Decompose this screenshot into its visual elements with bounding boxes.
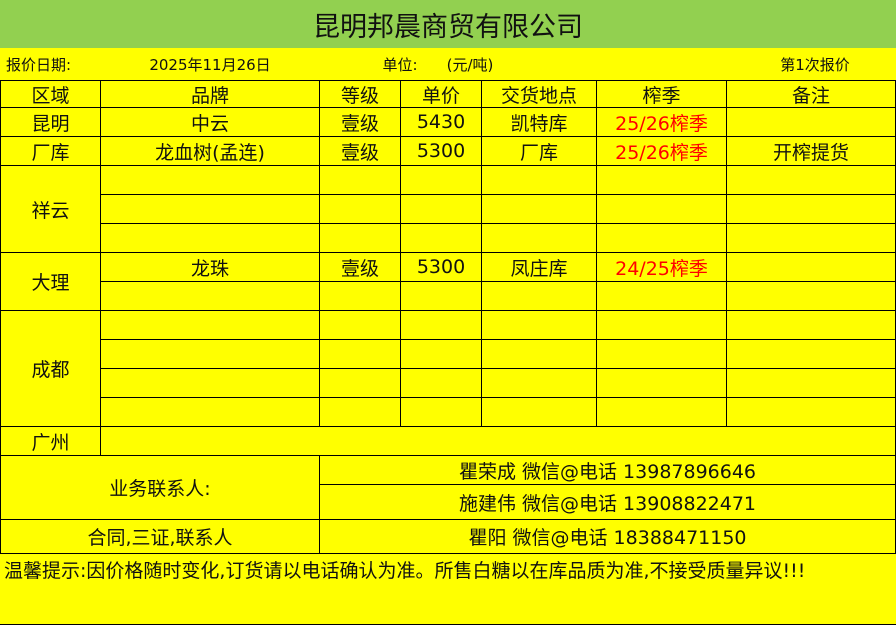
contact-person[interactable]: 瞿荣成 微信@电话 13987896646: [320, 456, 896, 485]
season-cell[interactable]: 25/26榨季: [597, 108, 727, 137]
empty-cell[interactable]: [320, 166, 401, 195]
grade-cell[interactable]: 壹级: [320, 253, 401, 282]
empty-cell[interactable]: [101, 311, 320, 340]
season-cell[interactable]: 25/26榨季: [597, 137, 727, 166]
empty-cell[interactable]: [320, 369, 401, 398]
season-cell[interactable]: 24/25榨季: [597, 253, 727, 282]
empty-cell[interactable]: [482, 224, 597, 253]
company-title: 昆明邦晨商贸有限公司: [0, 0, 896, 48]
empty-cell[interactable]: [597, 282, 727, 311]
header-region[interactable]: 区域: [0, 80, 101, 108]
price-cell[interactable]: 5300: [401, 137, 482, 166]
empty-cell[interactable]: [482, 340, 597, 369]
unit-value: (元/吨): [446, 55, 494, 74]
empty-cell[interactable]: [727, 195, 896, 224]
empty-cell[interactable]: [597, 311, 727, 340]
empty-cell[interactable]: [597, 166, 727, 195]
header-cell[interactable]: 交货地点: [482, 80, 597, 108]
empty-cell[interactable]: [401, 340, 482, 369]
quote-number: 第1次报价: [780, 55, 850, 74]
empty-cell[interactable]: [597, 224, 727, 253]
empty-cell[interactable]: [101, 166, 320, 195]
empty-cell[interactable]: [597, 398, 727, 427]
header-cell[interactable]: 备注: [727, 80, 896, 108]
empty-cell[interactable]: [401, 369, 482, 398]
empty-cell[interactable]: [727, 340, 896, 369]
empty-cell[interactable]: [482, 369, 597, 398]
brand-cell[interactable]: 龙血树(孟连): [101, 137, 320, 166]
region-kunming[interactable]: 昆明: [0, 108, 101, 137]
note-cell[interactable]: [727, 253, 896, 282]
empty-cell[interactable]: [101, 195, 320, 224]
contact-person[interactable]: 施建伟 微信@电话 13908822471: [320, 485, 896, 520]
region-chengdu[interactable]: 成都: [0, 311, 101, 427]
contacts-label: 业务联系人:: [0, 456, 320, 520]
empty-cell[interactable]: [482, 311, 597, 340]
header-cell[interactable]: 榨季: [597, 80, 727, 108]
empty-cell[interactable]: [101, 224, 320, 253]
empty-cell[interactable]: [482, 398, 597, 427]
empty-cell[interactable]: [482, 195, 597, 224]
empty-cell[interactable]: [401, 224, 482, 253]
region-factory[interactable]: 厂库: [0, 137, 101, 166]
location-cell[interactable]: 凯特库: [482, 108, 597, 137]
quote-date: 2025年11月26日: [149, 55, 271, 74]
brand-cell[interactable]: 中云: [101, 108, 320, 137]
price-cell[interactable]: 5300: [401, 253, 482, 282]
empty-cell[interactable]: [727, 224, 896, 253]
note-cell[interactable]: [727, 108, 896, 137]
grade-cell[interactable]: 壹级: [320, 137, 401, 166]
header-cell[interactable]: 单价: [401, 80, 482, 108]
grade-cell[interactable]: 壹级: [320, 108, 401, 137]
empty-cell[interactable]: [320, 340, 401, 369]
empty-cell[interactable]: [401, 166, 482, 195]
empty-cell[interactable]: [101, 282, 320, 311]
price-cell[interactable]: 5430: [401, 108, 482, 137]
empty-cell[interactable]: [320, 311, 401, 340]
warm-tip: 温馨提示:因价格随时变化,订货请以电话确认为准。所售白糖以在库品质为准,不接受质…: [0, 554, 896, 625]
region-guangzhou[interactable]: 广州: [0, 427, 101, 456]
empty-cell[interactable]: [597, 195, 727, 224]
location-cell[interactable]: 厂库: [482, 137, 597, 166]
header-cell[interactable]: 品牌: [101, 80, 320, 108]
empty-cell[interactable]: [597, 340, 727, 369]
empty-cell[interactable]: [101, 340, 320, 369]
empty-cell[interactable]: [727, 311, 896, 340]
region-xiangyun[interactable]: 祥云: [0, 166, 101, 253]
empty-cell[interactable]: [401, 282, 482, 311]
empty-cell[interactable]: [482, 282, 597, 311]
guangzhou-empty-cell[interactable]: [101, 427, 896, 456]
header-cell[interactable]: 等级: [320, 80, 401, 108]
empty-cell[interactable]: [320, 282, 401, 311]
empty-cell[interactable]: [101, 369, 320, 398]
empty-cell[interactable]: [482, 166, 597, 195]
empty-cell[interactable]: [401, 398, 482, 427]
contract-person[interactable]: 瞿阳 微信@电话 18388471150: [320, 520, 896, 554]
contract-label: 合同,三证,联系人: [0, 520, 320, 554]
location-cell[interactable]: 凤庄库: [482, 253, 597, 282]
empty-cell[interactable]: [727, 398, 896, 427]
empty-cell[interactable]: [320, 195, 401, 224]
empty-cell[interactable]: [727, 282, 896, 311]
empty-cell[interactable]: [401, 311, 482, 340]
brand-cell[interactable]: 龙珠: [101, 253, 320, 282]
empty-cell[interactable]: [320, 224, 401, 253]
empty-cell[interactable]: [101, 398, 320, 427]
empty-cell[interactable]: [320, 398, 401, 427]
date-label: 报价日期:: [6, 55, 72, 74]
note-cell[interactable]: 开榨提货: [727, 137, 896, 166]
unit-label: 单位:: [382, 55, 418, 74]
empty-cell[interactable]: [597, 369, 727, 398]
empty-cell[interactable]: [727, 166, 896, 195]
empty-cell[interactable]: [727, 369, 896, 398]
region-dali[interactable]: 大理: [0, 253, 101, 311]
empty-cell[interactable]: [401, 195, 482, 224]
